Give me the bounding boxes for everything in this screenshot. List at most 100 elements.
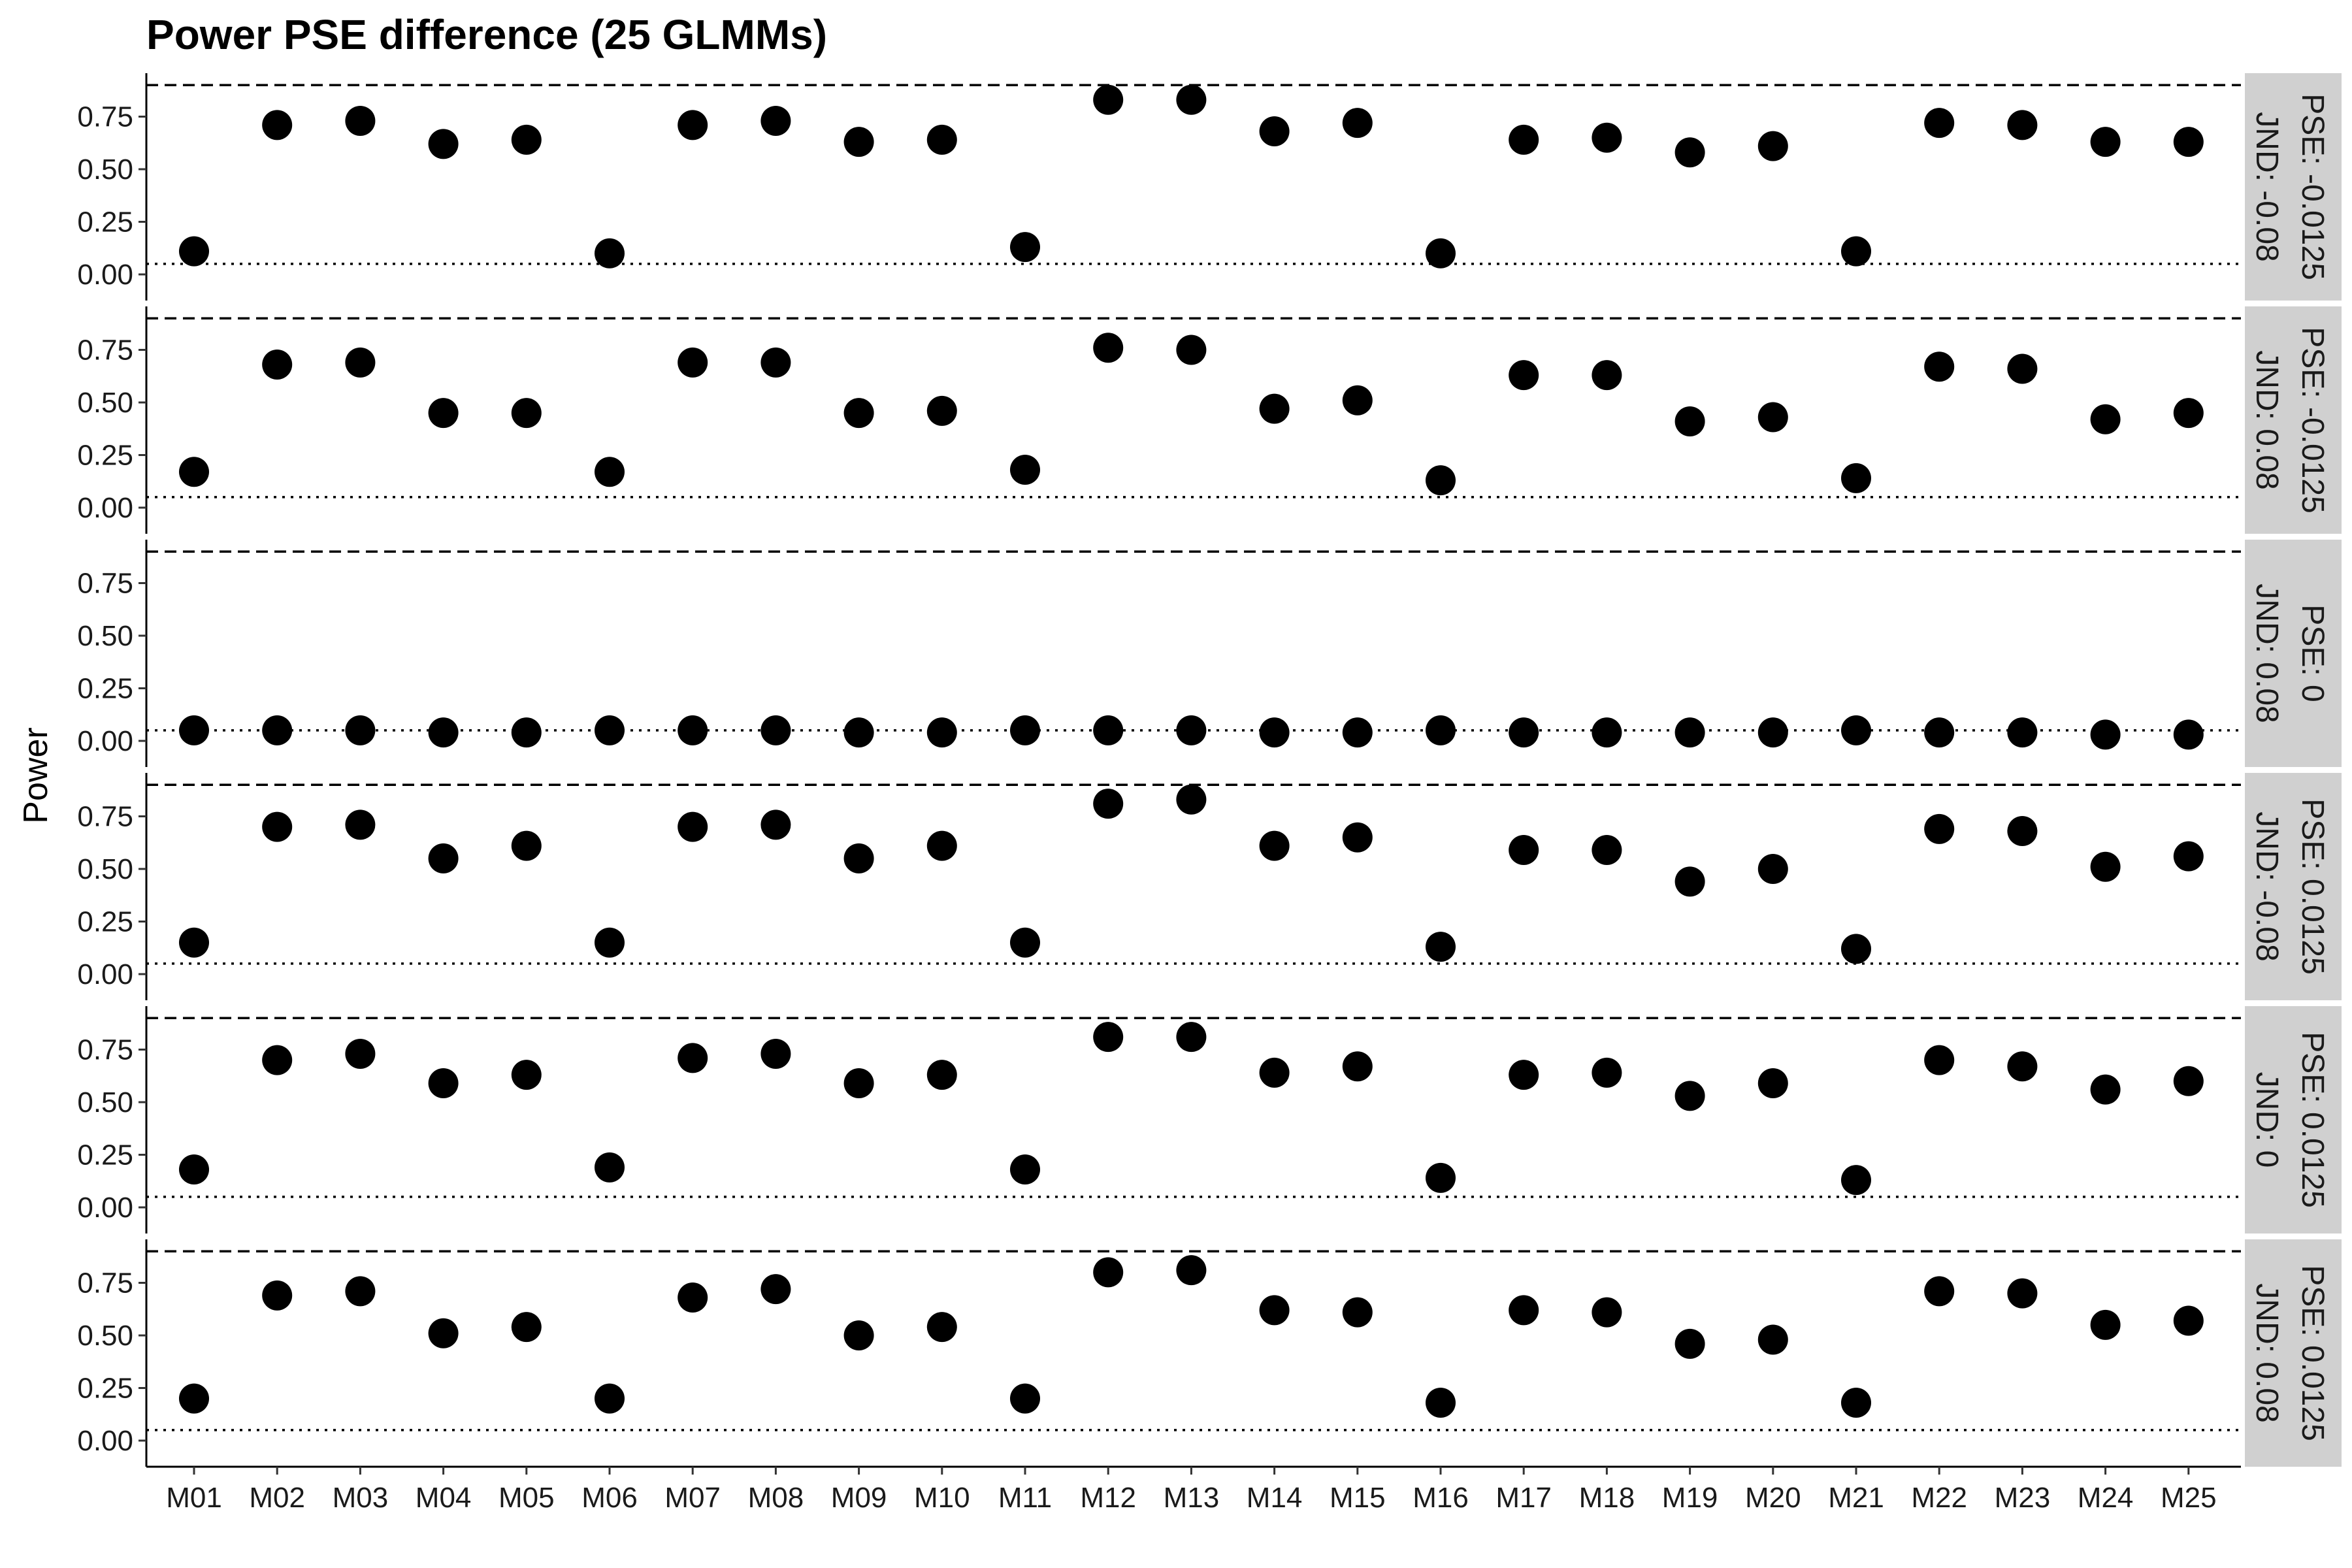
data-point [1924,108,1955,139]
data-point [1841,1165,1871,1196]
data-point [2007,816,2038,847]
data-point [1259,393,1290,424]
data-point [1841,1388,1871,1418]
data-point [511,398,542,429]
y-tick-label: 0.00 [77,725,133,757]
data-point [1259,1057,1290,1088]
facet-strip [2245,1239,2342,1467]
data-point [262,715,293,745]
data-point [1426,465,1456,496]
facet-panel: 0.00 0.25 0.50 0.75 PSE: 0.0125 JND: 0.08 [77,1239,2342,1467]
data-point [1592,1057,1622,1088]
data-point [511,124,542,155]
facet-panel: 0.00 0.25 0.50 0.75 PSE: -0.0125 JND: -0.08 [77,73,2342,301]
facet-strip [2245,773,2342,1000]
data-point [2007,1278,2038,1309]
y-tick-label: 0.50 [77,853,133,885]
facet-strip-label: JND: 0.08 [2249,350,2284,489]
x-tick-label: M14 [1247,1482,1303,1514]
data-point [428,129,459,159]
data-point [2090,1309,2121,1340]
data-point [1841,715,1871,745]
data-point [1093,715,1124,745]
data-point [262,811,293,842]
x-tick-label: M10 [914,1482,970,1514]
data-point [428,1068,459,1099]
data-point [262,1045,293,1075]
facet-strip-label: PSE: 0.0125 [2295,798,2330,975]
facet-strip-label: PSE: -0.0125 [2295,327,2330,514]
data-point [1674,866,1705,897]
data-point [1509,124,1539,155]
data-point [179,457,209,487]
y-tick-label: 0.00 [77,958,133,990]
data-point [1509,360,1539,391]
data-point [179,927,209,958]
data-point [1259,830,1290,861]
data-point [2090,1074,2121,1105]
facet-strip-label: JND: 0.08 [2249,1283,2284,1422]
data-point [595,927,625,958]
y-tick-label: 0.75 [77,335,133,367]
data-point [678,1282,708,1313]
data-point [511,717,542,748]
data-point [926,1312,957,1343]
data-point [926,717,957,748]
data-point [1176,784,1207,815]
data-point [1426,1162,1456,1193]
data-point [2007,353,2038,384]
y-tick-label: 0.75 [77,568,133,600]
data-point [1592,122,1622,153]
facet-strip [2245,540,2342,767]
data-point [1674,717,1705,748]
data-point [1757,1068,1788,1099]
data-point [2090,127,2121,157]
data-point [843,843,874,874]
y-tick-label: 0.00 [77,1425,133,1457]
y-tick-label: 0.00 [77,259,133,291]
x-tick-label: M18 [1579,1482,1635,1514]
data-point [179,1154,209,1185]
data-point [595,457,625,487]
data-point [1509,1060,1539,1090]
data-point [1342,385,1373,416]
data-point [511,1060,542,1090]
data-point [1592,835,1622,866]
facet-strip-label: JND: 0 [2249,1072,2284,1168]
y-tick-label: 0.50 [77,1086,133,1119]
data-point [2173,127,2204,157]
x-tick-label: M02 [249,1482,305,1514]
data-point [1674,1081,1705,1111]
facet-strip [2245,306,2342,534]
facet-strip [2245,73,2342,301]
data-point [1176,1022,1207,1053]
data-point [1010,1383,1040,1414]
data-point [1259,717,1290,748]
data-point [1010,715,1040,745]
data-point [926,830,957,861]
data-point [1757,402,1788,433]
data-point [760,347,791,378]
data-point [428,1318,459,1348]
y-tick-label: 0.00 [77,492,133,524]
data-point [1426,715,1456,745]
data-point [2173,1066,2204,1096]
data-point [2173,398,2204,429]
data-point [1093,333,1124,363]
data-point [262,1280,293,1311]
data-point [1259,1295,1290,1326]
data-point [2007,1051,2038,1082]
data-point [2090,851,2121,882]
data-point [1841,236,1871,267]
data-point [1592,360,1622,391]
data-point [1010,1154,1040,1185]
data-point [1093,789,1124,819]
data-point [1924,813,1955,844]
facet-panel: 0.00 0.25 0.50 0.75 PSE: 0.0125 JND: 0 [77,1006,2342,1233]
x-tick-label: M03 [333,1482,389,1514]
x-tick-label: M05 [498,1482,555,1514]
x-tick-label: M20 [1745,1482,1801,1514]
x-tick-label: M07 [664,1482,721,1514]
data-point [843,1068,874,1099]
facet-strip-label: PSE: 0.0125 [2295,1265,2330,1441]
